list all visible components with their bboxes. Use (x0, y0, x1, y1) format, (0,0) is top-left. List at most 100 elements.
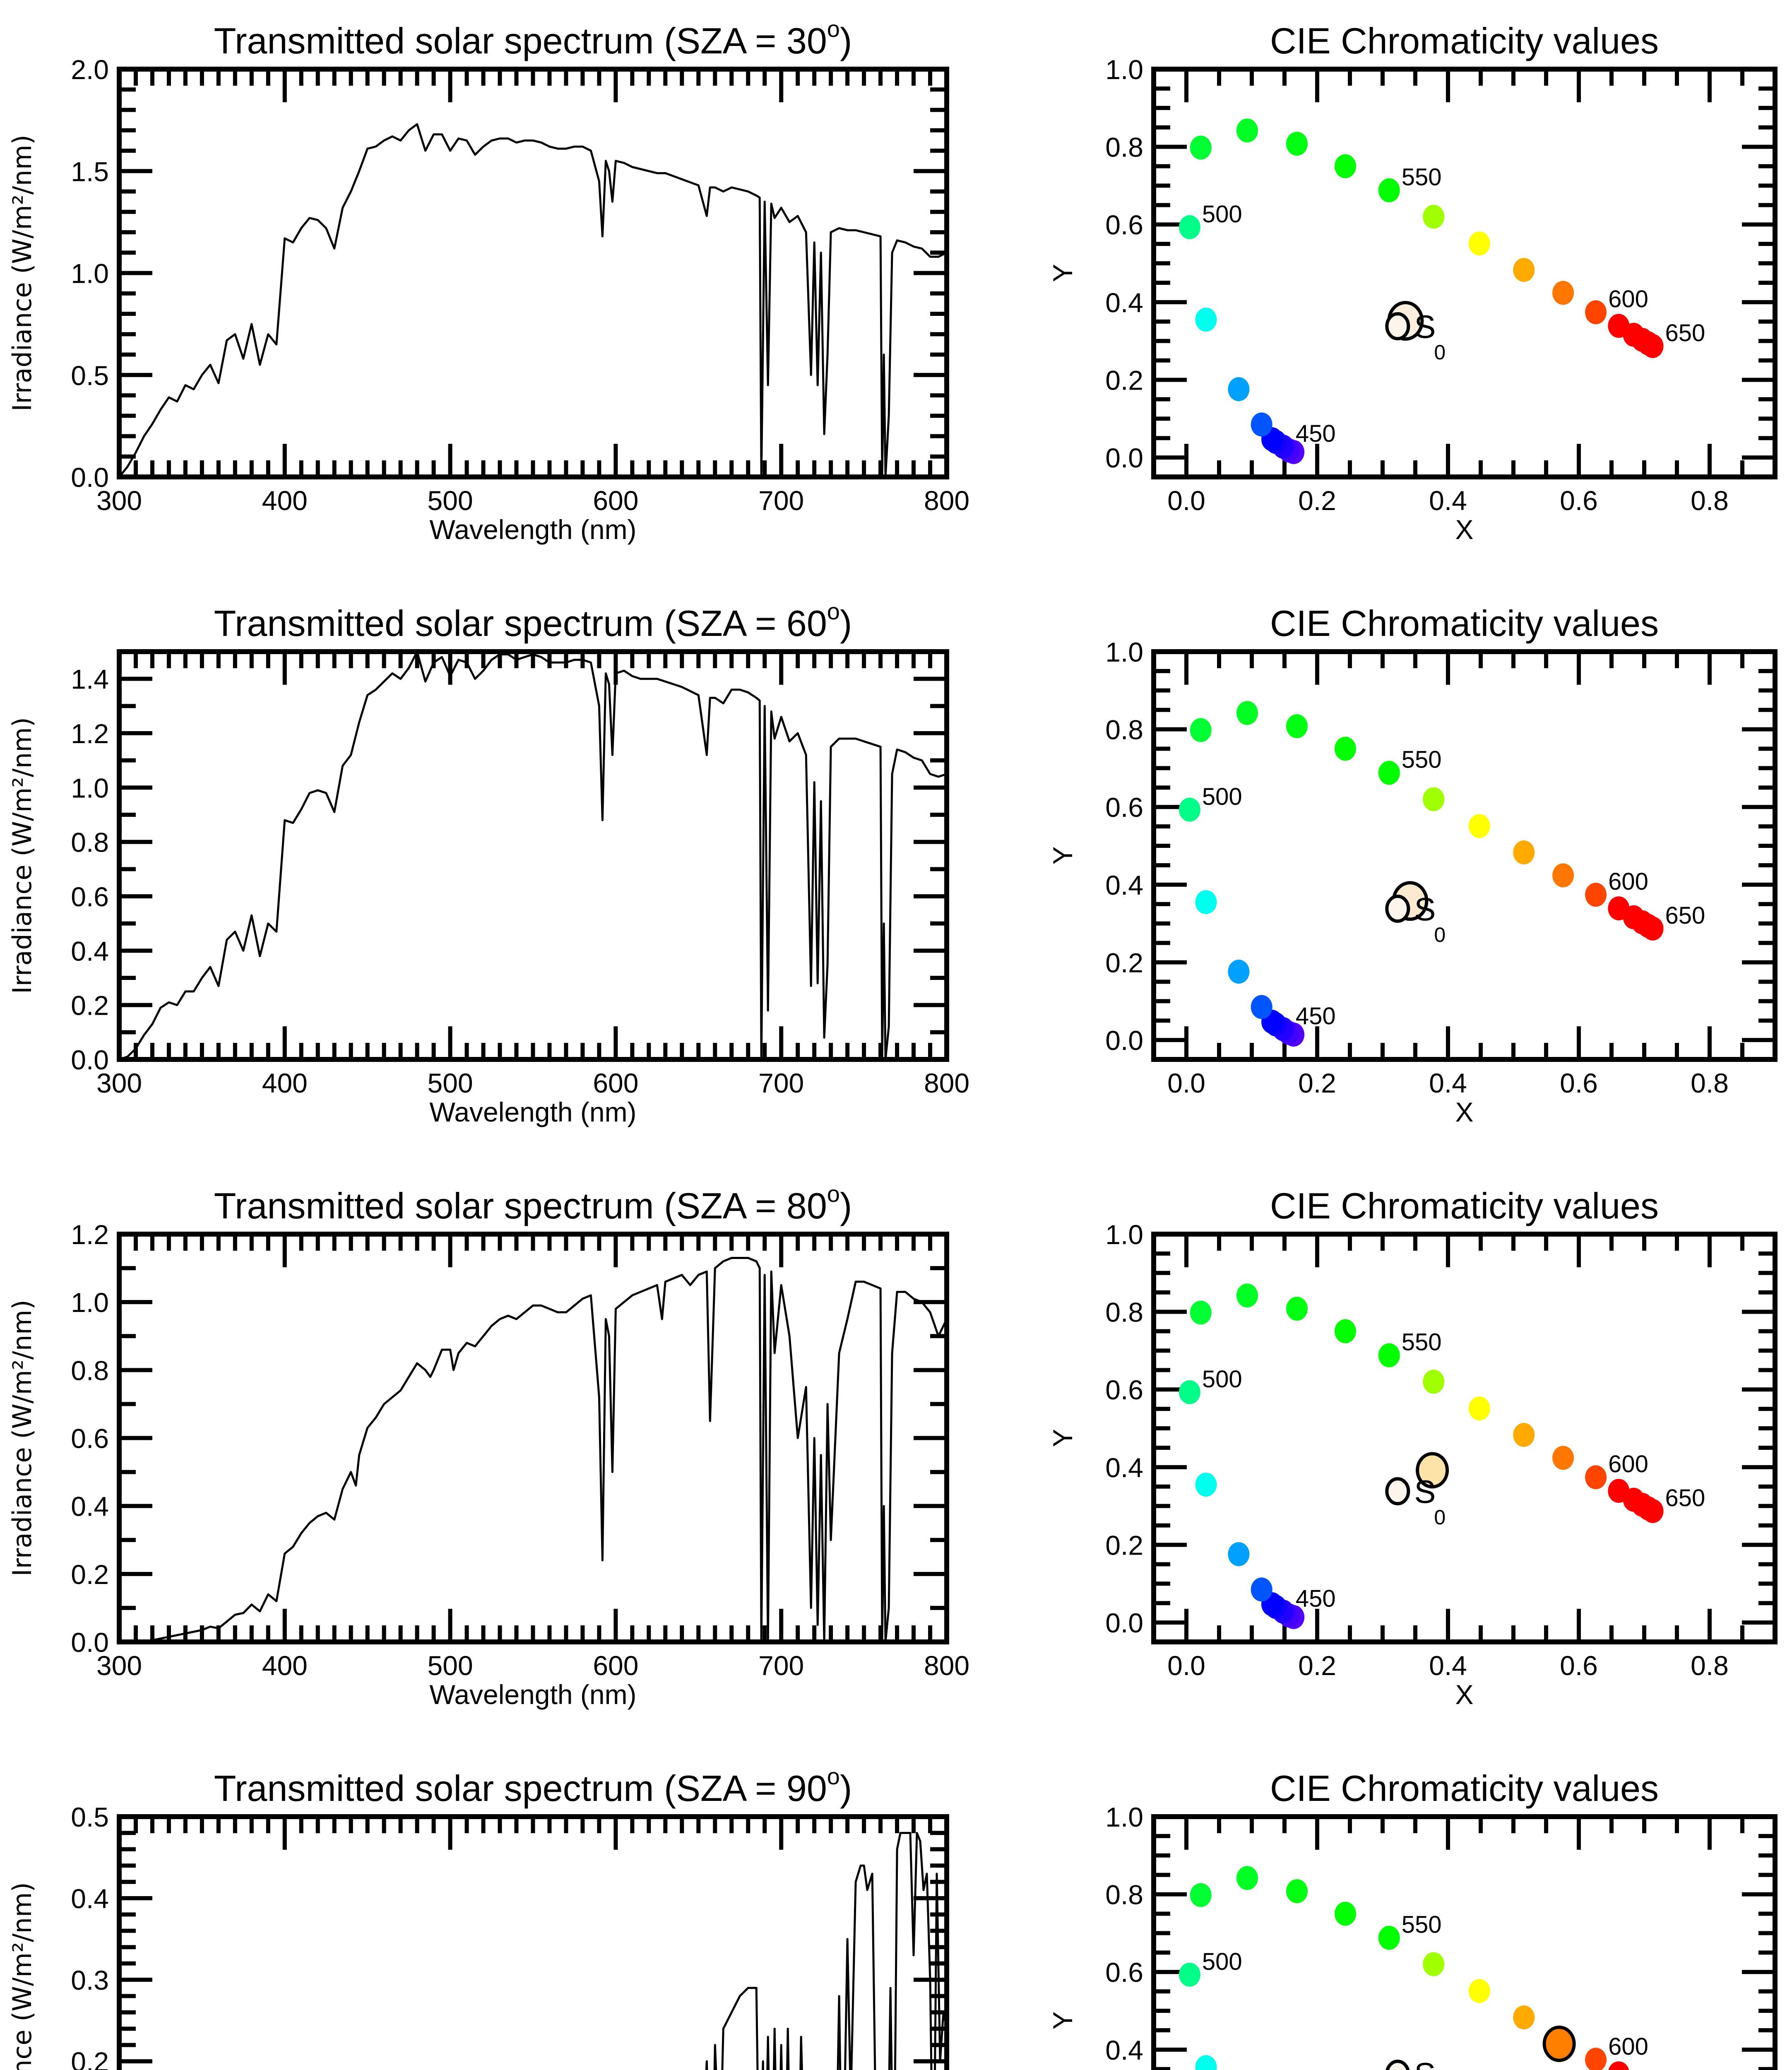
x-tick-label: 0.4 (1429, 1650, 1467, 1681)
y-tick-label: 1.2 (71, 718, 109, 749)
locus-point-470 (1251, 995, 1272, 1019)
locus-point-570 (1468, 814, 1490, 838)
wavelength-label-450: 450 (1296, 1003, 1336, 1030)
title-close: ) (840, 603, 852, 644)
y-tick-label: 0.6 (1105, 792, 1143, 823)
locus-point-490 (1195, 890, 1217, 915)
wavelength-label-550: 550 (1402, 164, 1442, 191)
y-tick-label: 0.0 (71, 1045, 109, 1075)
x-tick-label: 500 (428, 1650, 473, 1681)
y-tick-label: 0.6 (1105, 1957, 1143, 1988)
locus-point-530 (1334, 1902, 1356, 1926)
title-degree-sup: o (827, 16, 840, 42)
y-axis-label: Irradiance (W/m²/nm) (7, 135, 37, 411)
chart-title: CIE Chromaticity values (1270, 1185, 1659, 1226)
y-tick-label: 1.0 (1105, 1802, 1143, 1832)
x-axis-label: Wavelength (nm) (429, 1097, 636, 1127)
y-tick-label: 0.8 (1105, 715, 1143, 745)
x-tick-label: 700 (758, 1068, 804, 1098)
wavelength-label-650: 650 (1665, 320, 1705, 347)
title-degree-sup: o (827, 598, 840, 624)
locus-point-650 (1642, 334, 1664, 358)
locus-point-570 (1468, 1396, 1490, 1421)
locus-point-480 (1228, 377, 1250, 401)
locus-point-510 (1236, 1866, 1258, 1890)
locus-point-600 (1585, 883, 1607, 907)
y-tick-label: 0.8 (71, 827, 109, 858)
y-tick-label: 0.6 (1105, 209, 1143, 240)
locus-point-530 (1334, 1319, 1356, 1343)
locus-point-590 (1552, 863, 1574, 888)
locus-point-510 (1236, 1283, 1258, 1308)
x-tick-label: 0.8 (1691, 1650, 1729, 1681)
x-axis-label: X (1455, 1097, 1473, 1127)
cie-panel-2: CIE Chromaticity values 0.0 0.2 0.4 0.6 0.8 0.… (1047, 603, 1778, 1127)
x-tick-label: 0.0 (1167, 485, 1205, 516)
plot-frame (1151, 649, 1778, 1062)
locus-point-590 (1552, 281, 1574, 305)
wavelength-label-500: 500 (1202, 783, 1242, 810)
title-main: Transmitted solar spectrum (SZA = 80 (214, 1185, 827, 1226)
cie-panel-4: CIE Chromaticity values0.00.20.40.60.80.… (1047, 1768, 1778, 2070)
x-tick-label: 0.0 (1167, 1650, 1205, 1681)
plot-frame (1151, 1814, 1778, 2070)
y-axis-label: Irradiance (W/m²/nm) (7, 1300, 37, 1576)
x-tick-label: 700 (758, 1650, 804, 1681)
y-tick-label: 0.4 (71, 936, 109, 966)
y-tick-label: 0.8 (71, 1355, 109, 1386)
y-tick-label: 0.2 (71, 990, 109, 1021)
y-axis-label: Y (1047, 846, 1078, 864)
wavelength-label-600: 600 (1608, 868, 1648, 895)
y-tick-label: 0.0 (1105, 1608, 1143, 1638)
x-tick-label: 0.8 (1691, 485, 1729, 516)
locus-point-520 (1286, 1879, 1308, 1904)
plot-frame (117, 1814, 949, 2070)
wavelength-label-600: 600 (1608, 1451, 1648, 1478)
spectrum-line (119, 1257, 947, 1642)
title-degree-sup: o (827, 1763, 840, 1789)
y-tick-label: 1.0 (71, 258, 109, 289)
plot-frame (1151, 1232, 1778, 1644)
y-tick-label: 1.4 (71, 664, 109, 695)
locus-point-600 (1585, 300, 1607, 325)
locus-point-570 (1468, 231, 1490, 256)
y-tick-label: 0.2 (71, 2046, 109, 2070)
spectrum-line (119, 652, 947, 1059)
y-tick-label: 1.0 (1105, 637, 1143, 667)
locus-point-590 (1552, 1446, 1574, 1470)
locus-point-505 (1190, 718, 1212, 742)
x-tick-label: 600 (593, 1650, 638, 1681)
wavelength-label-550: 550 (1402, 746, 1442, 773)
reference-point-s0 (1385, 1477, 1410, 1506)
locus-point-470 (1251, 1577, 1272, 1602)
y-tick-label: 0.2 (1105, 947, 1143, 978)
locus-point-600 (1585, 1465, 1607, 1490)
locus-point-470 (1251, 412, 1272, 437)
locus-point-580 (1513, 1423, 1535, 1447)
plot-frame (117, 67, 949, 479)
x-tick-label: 0.2 (1298, 1068, 1336, 1098)
chart-title: Transmitted solar spectrum (SZA = 80o) (214, 1181, 852, 1226)
locus-point-500 (1179, 215, 1200, 239)
reference-point-s0 (1385, 2060, 1410, 2070)
y-tick-label: 0.8 (1105, 1297, 1143, 1328)
locus-point-560 (1423, 205, 1445, 229)
chart-title: Transmitted solar spectrum (SZA = 90o) (214, 1763, 852, 1809)
locus-point-520 (1286, 714, 1308, 739)
y-tick-label: 0.6 (71, 1423, 109, 1454)
sample-point (1416, 1452, 1449, 1489)
y-tick-label: 0.3 (71, 1965, 109, 1995)
spectrum-line (705, 1832, 947, 2070)
y-axis-label: Y (1047, 2011, 1078, 2029)
title-main: Transmitted solar spectrum (SZA = 90 (214, 1768, 827, 1809)
x-tick-label: 0.8 (1691, 1068, 1729, 1098)
locus-point-520 (1286, 132, 1308, 156)
x-axis-label: X (1455, 514, 1473, 545)
x-tick-label: 400 (262, 1068, 308, 1098)
y-axis-label: Irradiance (W/m²/nm) (7, 717, 37, 994)
x-tick-label: 800 (924, 485, 969, 516)
title-main: Transmitted solar spectrum (SZA = 60 (214, 603, 827, 644)
wavelength-label-600: 600 (1608, 286, 1648, 313)
sample-point (1542, 2025, 1576, 2062)
wavelength-label-500: 500 (1202, 1366, 1242, 1393)
